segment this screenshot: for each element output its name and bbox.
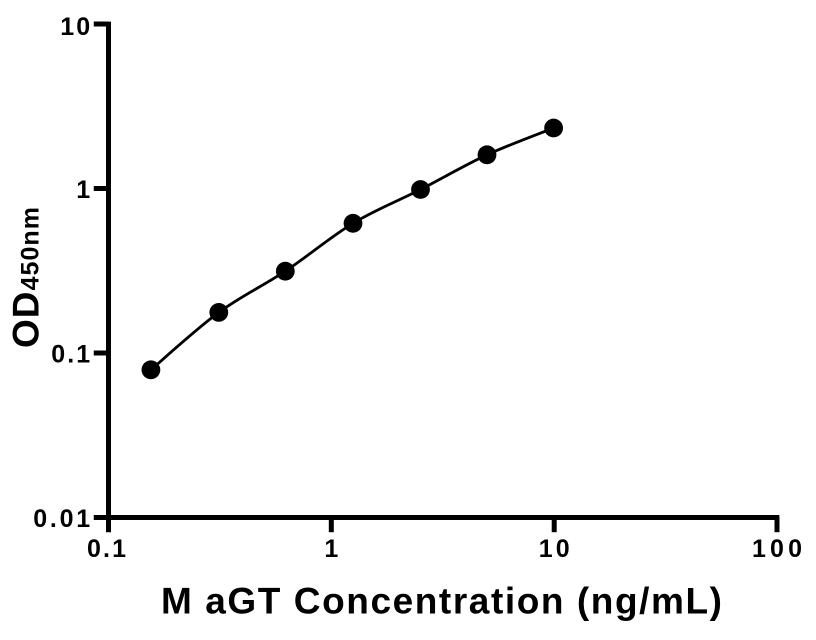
svg-text:100: 100 — [752, 535, 802, 563]
svg-text:0.1: 0.1 — [51, 340, 90, 368]
svg-text:M aGT Concentration (ng/mL): M aGT Concentration (ng/mL) — [161, 581, 722, 622]
svg-text:0.01: 0.01 — [33, 505, 90, 533]
svg-text:1: 1 — [324, 535, 338, 563]
svg-text:0.1: 0.1 — [87, 535, 126, 563]
svg-text:1: 1 — [76, 176, 90, 204]
